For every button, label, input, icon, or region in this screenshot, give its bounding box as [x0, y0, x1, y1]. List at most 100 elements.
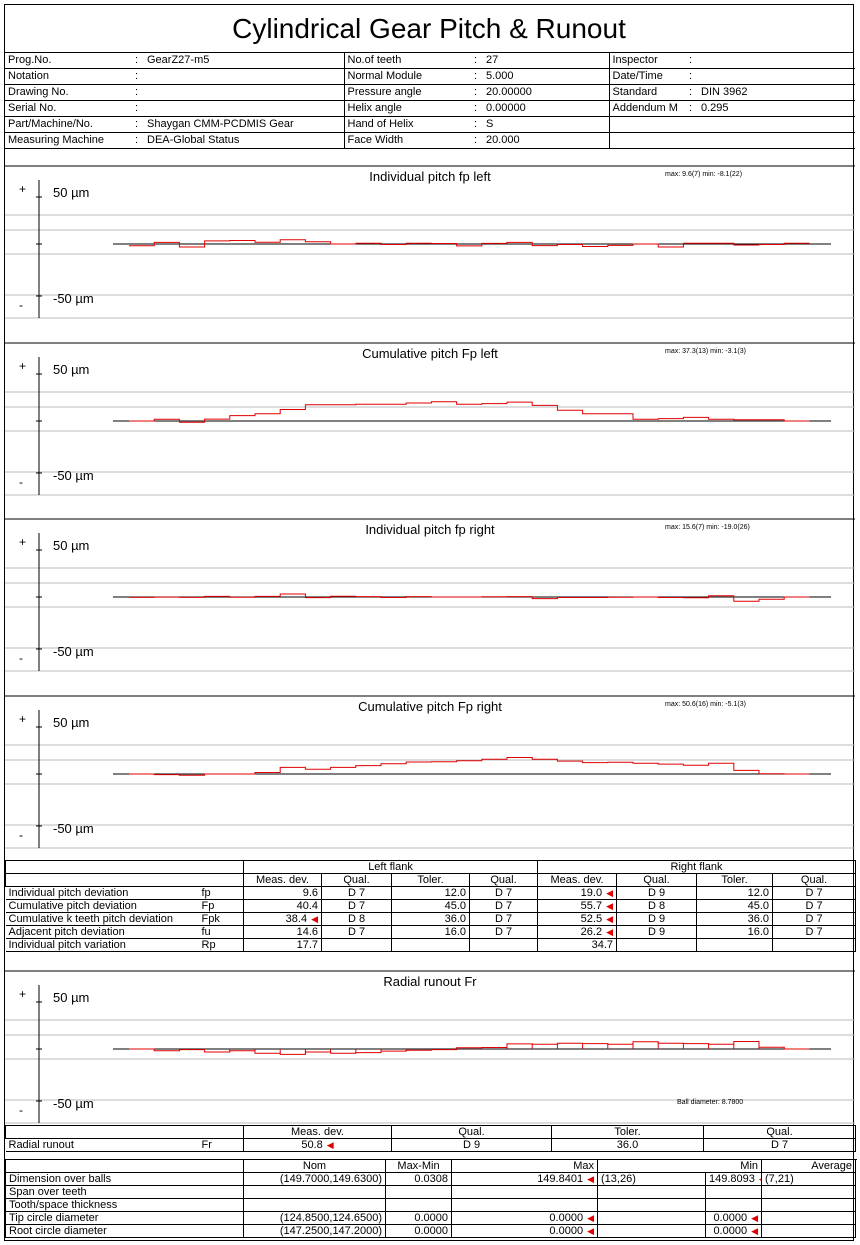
chart-stats: max: 9.6(7) min: -8.1(22): [665, 171, 742, 178]
dim-max-min: 0.0308: [385, 1172, 452, 1186]
chart-stats: max: 37.3(13) min: -3.1(3): [665, 348, 746, 355]
minus-sign: -: [19, 651, 23, 665]
pitch-value: 17.7: [296, 939, 318, 951]
pitch-cell: 52.5 ◀: [537, 912, 618, 926]
dim-min: 0.0000 ◀: [704, 1224, 763, 1238]
header-cell: [609, 132, 686, 149]
pitch-cell: D 7: [321, 886, 392, 900]
minus-sign: -: [19, 1103, 23, 1117]
dim-col-header: Min: [596, 1159, 763, 1173]
dim-nominal: [243, 1185, 386, 1199]
header-cell: [698, 132, 855, 149]
pitch-cell: D 7: [772, 886, 857, 900]
runout-row-symbol: Fr: [198, 1138, 244, 1152]
dim-max-value: 0.0000: [549, 1212, 584, 1224]
pitch-col-header: Qual.: [772, 873, 857, 887]
header-cell: :: [132, 116, 144, 133]
out-of-tolerance-marker: ◀: [606, 927, 614, 937]
dim-col-header: Nom: [243, 1159, 386, 1173]
pitch-value: 45.0: [444, 900, 466, 912]
pitch-cell: D 7: [772, 899, 857, 913]
dim-row-name: Tooth/space thickness: [5, 1198, 244, 1212]
header-cell: Face Width: [344, 132, 471, 149]
plus-sign: +: [19, 359, 26, 373]
chart-stats: max: 50.6(16) min: -5.1(3): [665, 701, 746, 708]
dim-min-position: (13,26): [597, 1172, 706, 1186]
header-cell: Normal Module: [344, 68, 471, 85]
dim-max: 0.0000 ◀: [451, 1224, 598, 1238]
pitch-cell: 9.6: [243, 886, 322, 900]
header-cell: No.of teeth: [344, 53, 471, 69]
pitch-value: 19.0: [580, 887, 603, 899]
pitch-value: D 7: [805, 887, 823, 899]
dim-max-value: 0.0000: [549, 1225, 584, 1237]
pitch-value: 16.0: [444, 926, 466, 938]
plus-sign: +: [19, 987, 26, 1001]
header-cell: Hand of Helix: [344, 116, 471, 133]
header-cell: DIN 3962: [698, 84, 855, 101]
header-cell: [144, 100, 345, 117]
out-of-tolerance-marker: ◀: [751, 1226, 759, 1236]
dim-min-value: 149.8093: [709, 1173, 755, 1185]
runout-row-name: Radial runout: [5, 1138, 199, 1152]
y-max-label: 50 µm: [53, 185, 89, 200]
trace-line: [129, 239, 810, 248]
header-cell: :: [132, 84, 144, 101]
pitch-col-header: Qual.: [468, 873, 539, 887]
pitch-col-header: Meas. dev.: [243, 873, 322, 887]
pitch-cell: 55.7 ◀: [537, 899, 618, 913]
pitch-cell: 16.0: [391, 925, 470, 939]
trace-line: [129, 1041, 810, 1055]
minus-sign: -: [19, 475, 23, 489]
header-cell: [609, 116, 686, 133]
header-cell: :: [686, 68, 698, 85]
plus-sign: +: [19, 712, 26, 726]
dim-min: 149.8093 ◀: [704, 1172, 763, 1186]
header-cell: Date/Time: [609, 68, 686, 85]
pitch-value: 38.4: [285, 913, 308, 925]
pitch-value: D 7: [805, 900, 823, 912]
dim-min-value: 0.0000: [713, 1225, 748, 1237]
pitch-col-header: Meas. dev.: [537, 873, 618, 887]
pitch-cell: D 7: [468, 912, 539, 926]
trace-line: [129, 593, 810, 602]
report-title: Cylindrical Gear Pitch & Runout: [5, 5, 853, 53]
runout-value: 36.0: [616, 1139, 639, 1151]
pitch-cell: [468, 938, 539, 952]
pitch-cell: D 7: [468, 899, 539, 913]
out-of-tolerance-marker: ◀: [606, 901, 614, 911]
pitch-table-corner-2: [5, 873, 244, 887]
header-cell: [686, 132, 698, 149]
dim-max: 149.8401 ◀: [451, 1172, 598, 1186]
dim-min: 0.0000 ◀: [704, 1211, 763, 1225]
header-cell: :: [686, 84, 698, 101]
dim-col-header: Max-Min: [385, 1159, 452, 1173]
dimension-table: Nom Max-Min Max Min Average Dimension over b…: [5, 1159, 857, 1238]
header-cell: :: [471, 116, 483, 133]
pitch-cell: [696, 938, 774, 952]
dim-avg-position: [761, 1211, 856, 1225]
header-row: Serial No.: Helix angle:0.00000 Addendum M…: [5, 100, 855, 117]
runout-value: D 9: [462, 1139, 481, 1151]
trace-line: [129, 757, 810, 776]
pitch-cell: 36.0: [696, 912, 774, 926]
dim-table-corner: [5, 1159, 244, 1173]
pitch-cell: D 9: [616, 925, 698, 939]
header-row: Measuring Machine: DEA-Global Status Face …: [5, 132, 855, 149]
dim-nominal: (124.8500,124.6500): [243, 1211, 386, 1225]
runout-cell: D 7: [703, 1138, 856, 1152]
dim-nominal: (149.7000,149.6300): [243, 1172, 386, 1186]
chart-title: Individual pitch fp right: [365, 522, 495, 537]
header-cell: 27: [483, 53, 610, 69]
pitch-col-header: Qual.: [616, 873, 698, 887]
header-cell: Inspector: [609, 53, 686, 69]
dim-max: [451, 1198, 598, 1212]
dim-max-min: [385, 1185, 452, 1199]
y-min-label: -50 µm: [53, 468, 94, 483]
pitch-value: 40.4: [296, 900, 318, 912]
dim-avg-position: [761, 1185, 856, 1199]
runout-col-header: Meas. dev.: [243, 1125, 392, 1139]
plus-sign: +: [19, 535, 26, 549]
